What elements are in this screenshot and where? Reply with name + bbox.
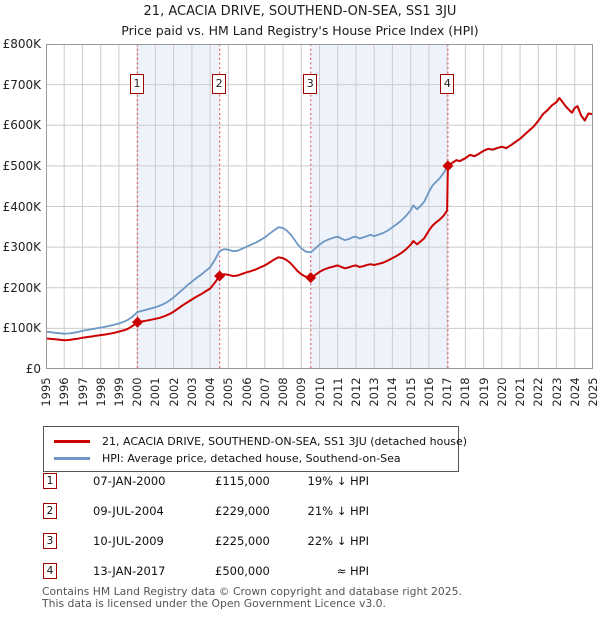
x-tick-label: 2021: [513, 377, 528, 407]
y-tick-label: £800K: [2, 37, 41, 51]
transaction-vs-hpi: ≈ HPI: [336, 564, 369, 578]
x-tick-label: 2012: [349, 377, 363, 407]
x-tick-label: 2010: [312, 377, 327, 407]
x-tick-label: 2019: [476, 377, 491, 407]
x-tick-label: 2025: [586, 377, 600, 407]
x-tick-label: 2009: [294, 377, 309, 407]
legend-line-swatch: [54, 456, 90, 460]
transactions-table: 1 07-JAN-2000 £115,000 19% ↓ HPI 2 09-JUL-200…: [43, 473, 369, 593]
x-tick-label: 2005: [221, 377, 236, 407]
legend-label: HPI: Average price, detached house, Sout…: [102, 451, 401, 465]
transaction-number-badge: 2: [43, 503, 57, 519]
chart-subtitle: Price paid vs. HM Land Registry's House …: [121, 23, 479, 38]
x-tick-label: 2023: [549, 377, 564, 407]
footer-line2: This data is licensed under the Open Gov…: [42, 596, 386, 610]
footer-line1: Contains HM Land Registry data © Crown c…: [42, 585, 462, 598]
legend-label: 21, ACACIA DRIVE, SOUTHEND-ON-SEA, SS1 3…: [102, 434, 468, 448]
x-tick-label: 2013: [367, 377, 382, 407]
transaction-date: 09-JUL-2004: [93, 504, 164, 518]
x-tick-label: 2022: [531, 377, 546, 407]
x-tick-label: 2007: [257, 377, 272, 407]
transaction-vs-hpi: 19% ↓ HPI: [307, 474, 369, 488]
transaction-price: £115,000: [215, 474, 270, 488]
sale-marker-label-4: 4: [440, 74, 455, 94]
transaction-price: £225,000: [215, 534, 270, 548]
transaction-row: 2 09-JUL-2004 £229,000 21% ↓ HPI: [43, 503, 369, 520]
legend-line-swatch: [54, 439, 90, 443]
transaction-vs-hpi: 22% ↓ HPI: [307, 534, 369, 548]
transaction-number-badge: 4: [43, 563, 57, 579]
y-tick-label: £300K: [2, 240, 41, 255]
plot-area: [46, 44, 593, 369]
x-tick-label: 1999: [111, 377, 126, 407]
x-tick-label: 1998: [93, 377, 108, 407]
y-tick-label: £700K: [2, 77, 41, 92]
x-tick-label: 2016: [421, 377, 436, 407]
legend-entry: 21, ACACIA DRIVE, SOUTHEND-ON-SEA, SS1 3…: [54, 433, 467, 449]
y-tick-label: £200K: [2, 280, 41, 295]
y-axis-labels: £0 £100K £200K £300K £400K £500K £600K £700K £80…: [0, 37, 42, 376]
y-tick-label: £100K: [2, 321, 41, 336]
legend: 21, ACACIA DRIVE, SOUTHEND-ON-SEA, SS1 3…: [43, 426, 467, 472]
transaction-date: 13-JAN-2017: [93, 564, 166, 578]
x-tick-label: 2000: [130, 377, 145, 407]
x-tick-label: 1997: [75, 377, 90, 407]
x-tick-label: 2024: [567, 377, 582, 407]
transaction-row: 1 07-JAN-2000 £115,000 19% ↓ HPI: [43, 473, 369, 490]
x-tick-label: 2003: [184, 377, 199, 407]
y-tick-label: £400K: [2, 199, 41, 214]
chart-title: 21, ACACIA DRIVE, SOUTHEND-ON-SEA, SS1 3…: [143, 4, 457, 19]
sale-marker-label-2: 2: [212, 74, 227, 94]
x-tick-label: 2001: [148, 377, 163, 407]
transaction-price: £229,000: [215, 504, 270, 518]
transaction-row: 4 13-JAN-2017 £500,000 ≈ HPI: [43, 563, 369, 580]
x-tick-label: 2002: [166, 377, 181, 407]
transaction-row: 3 10-JUL-2009 £225,000 22% ↓ HPI: [43, 533, 369, 550]
x-tick-label: 2018: [458, 377, 473, 407]
transaction-number-badge: 1: [43, 473, 57, 489]
y-tick-label: £500K: [2, 158, 41, 173]
x-tick-label: 2014: [385, 377, 400, 407]
transaction-vs-hpi: 21% ↓ HPI: [307, 504, 369, 518]
legend-entry: HPI: Average price, detached house, Sout…: [54, 450, 452, 466]
x-tick-label: 2015: [403, 377, 418, 407]
transaction-price: £500,000: [215, 564, 270, 578]
license-footer: Contains HM Land Registry data © Crown c…: [42, 586, 462, 609]
transaction-date: 07-JAN-2000: [93, 474, 166, 488]
x-axis-labels: 1995 1996 1997 1998 1999 2000 2001 2002 2003 2004…: [39, 369, 600, 421]
sale-marker-label-1: 1: [130, 74, 144, 94]
x-tick-label: 1996: [57, 377, 72, 407]
sale-marker-label-3: 3: [303, 74, 318, 94]
y-tick-label: £0: [25, 362, 41, 376]
x-tick-label: 2008: [276, 377, 290, 407]
transaction-number-badge: 3: [43, 533, 57, 549]
x-tick-label: 2004: [203, 377, 218, 407]
x-tick-label: 2011: [330, 377, 345, 407]
x-tick-label: 2006: [239, 377, 254, 407]
x-tick-label: 2020: [494, 377, 509, 407]
transaction-date: 10-JUL-2009: [93, 534, 164, 548]
y-tick-label: £600K: [2, 118, 41, 133]
x-tick-label: 2017: [440, 377, 455, 407]
x-tick-label: 1995: [39, 377, 53, 407]
